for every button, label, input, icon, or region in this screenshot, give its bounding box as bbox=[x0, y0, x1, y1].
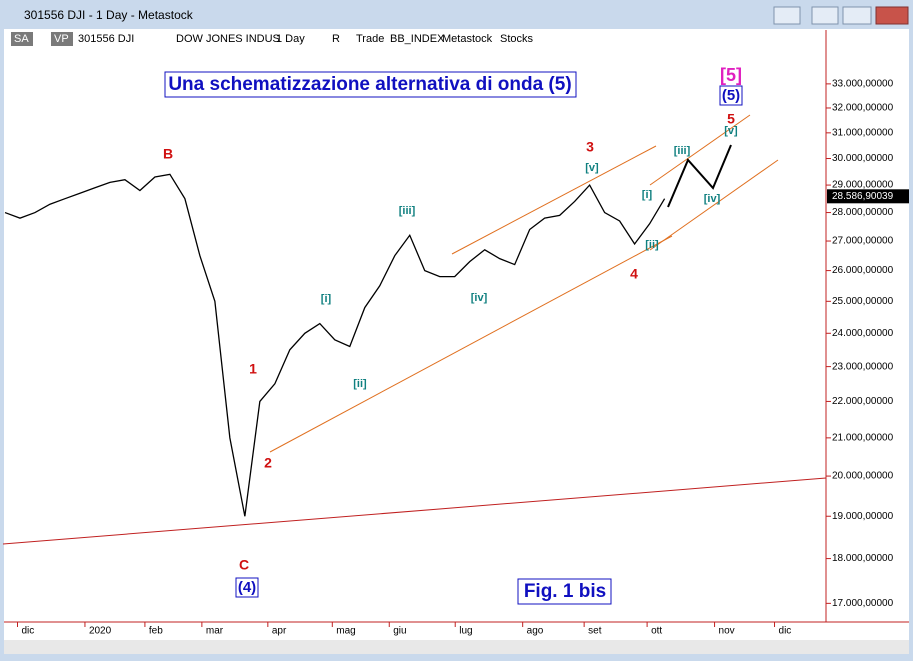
x-tick-label: dic bbox=[779, 626, 792, 637]
y-tick-label: 28.000,00000 bbox=[832, 207, 894, 218]
y-tick-label: 26.000,00000 bbox=[832, 265, 894, 276]
trend-line bbox=[2, 477, 827, 545]
toolbar-item[interactable]: Stocks bbox=[500, 33, 534, 45]
chart-panel bbox=[4, 29, 909, 654]
toolbar-item[interactable]: Trade bbox=[356, 33, 384, 45]
x-tick-label: mar bbox=[206, 626, 224, 637]
y-tick-label: 18.000,00000 bbox=[832, 553, 894, 564]
y-tick-label: 20.000,00000 bbox=[832, 471, 894, 482]
wave-label: [i] bbox=[642, 189, 653, 201]
channel-lower-small bbox=[649, 159, 779, 251]
y-tick-label: 30.000,00000 bbox=[832, 153, 894, 164]
toolbar-item[interactable]: Metastock bbox=[442, 33, 493, 45]
wave-label: [ii] bbox=[353, 378, 367, 390]
last-price-box bbox=[827, 189, 909, 204]
y-tick-label: 22.000,00000 bbox=[832, 396, 894, 407]
y-tick-label: 27.000,00000 bbox=[832, 236, 894, 247]
channel-upper bbox=[451, 145, 657, 255]
wave-label: B bbox=[163, 146, 173, 162]
x-tick-label: nov bbox=[719, 626, 735, 637]
window-title: 301556 DJI - 1 Day - Metastock bbox=[24, 8, 194, 22]
x-tick-label: lug bbox=[459, 626, 472, 637]
minimize-button[interactable] bbox=[811, 6, 839, 25]
toolbar-item[interactable]: DOW JONES INDUS bbox=[176, 33, 280, 45]
y-tick-label: 33.000,00000 bbox=[832, 79, 894, 90]
y-tick-label: 32.000,00000 bbox=[832, 103, 894, 114]
toolbar-item[interactable]: VP bbox=[54, 33, 69, 45]
wave-label: 4 bbox=[630, 266, 638, 282]
x-tick-label: mag bbox=[336, 626, 355, 637]
y-tick-label: 19.000,00000 bbox=[832, 511, 894, 522]
wave-label: [iv] bbox=[704, 193, 721, 205]
wave-label: [iii] bbox=[674, 145, 691, 157]
restore-button[interactable] bbox=[773, 6, 801, 25]
wave-label: 2 bbox=[264, 455, 272, 471]
wave-label: [v] bbox=[585, 162, 599, 174]
toolbar-button[interactable] bbox=[51, 32, 73, 46]
channel-lower bbox=[269, 235, 673, 453]
title-box bbox=[164, 71, 577, 98]
channel-upper-small bbox=[649, 114, 751, 186]
figure-label: Fig. 1 bis bbox=[524, 581, 606, 602]
projection bbox=[667, 144, 732, 208]
wave-label: 1 bbox=[249, 361, 257, 377]
x-tick-label: ott bbox=[651, 626, 662, 637]
wave-label: [iv] bbox=[471, 292, 488, 304]
toolbar-item[interactable]: SA bbox=[14, 33, 29, 45]
x-tick-label: ago bbox=[527, 626, 544, 637]
toolbar-button[interactable] bbox=[11, 32, 33, 46]
figure-box bbox=[517, 578, 612, 605]
y-tick-label: 31.000,00000 bbox=[832, 127, 894, 138]
annotation-title: Una schematizzazione alternativa di onda… bbox=[168, 74, 571, 95]
wave-label: [iii] bbox=[399, 205, 416, 217]
x-tick-label: dic bbox=[21, 626, 34, 637]
last-price-label: 28.586,90039 bbox=[832, 191, 894, 202]
x-tick-label: set bbox=[588, 626, 602, 637]
x-tick-label: 2020 bbox=[89, 626, 112, 637]
x-tick-label: apr bbox=[272, 626, 287, 637]
y-tick-label: 29.000,00000 bbox=[832, 180, 894, 191]
wave-label: [i] bbox=[321, 293, 332, 305]
toolbar-item[interactable]: R bbox=[332, 33, 340, 45]
y-tick-label: 23.000,00000 bbox=[832, 361, 894, 372]
wave-label: 5 bbox=[727, 111, 735, 127]
y-tick-label: 24.000,00000 bbox=[832, 328, 894, 339]
wave-label: (4) bbox=[238, 579, 256, 596]
price-line bbox=[4, 173, 666, 517]
wave-label: 3 bbox=[586, 139, 594, 155]
toolbar-item[interactable]: 1 Day bbox=[276, 33, 305, 45]
scrollbar[interactable] bbox=[4, 640, 909, 654]
wave-box bbox=[235, 577, 259, 598]
wave-label: C bbox=[239, 557, 249, 573]
wave-label: [v] bbox=[724, 125, 738, 137]
wave-box bbox=[719, 85, 743, 106]
wave-label: [5] bbox=[720, 65, 742, 85]
x-tick-label: feb bbox=[149, 626, 163, 637]
y-tick-label: 21.000,00000 bbox=[832, 433, 894, 444]
wave-label: (5) bbox=[722, 87, 740, 104]
toolbar-item[interactable]: BB_INDEX bbox=[390, 33, 445, 45]
toolbar-item[interactable]: 301556 DJI bbox=[78, 33, 134, 45]
wave-label: [ii] bbox=[645, 239, 659, 251]
y-tick-label: 17.000,00000 bbox=[832, 598, 894, 609]
maximize-button[interactable] bbox=[842, 6, 872, 25]
x-tick-label: giu bbox=[393, 626, 406, 637]
y-tick-label: 25.000,00000 bbox=[832, 296, 894, 307]
close-button[interactable] bbox=[875, 6, 909, 25]
